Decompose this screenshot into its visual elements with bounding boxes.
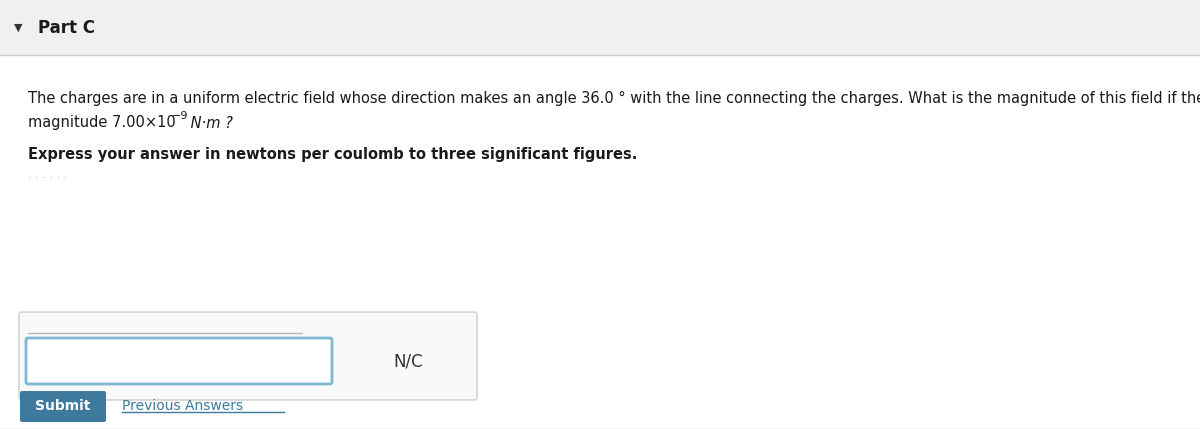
Text: magnitude 7.00×10: magnitude 7.00×10 xyxy=(28,115,175,130)
Text: Part C: Part C xyxy=(38,19,95,37)
FancyBboxPatch shape xyxy=(20,391,106,422)
FancyBboxPatch shape xyxy=(19,312,478,400)
Text: N/C: N/C xyxy=(394,352,422,370)
Text: Submit: Submit xyxy=(35,399,91,413)
Text: The charges are in a uniform electric field whose direction makes an angle 36.0 : The charges are in a uniform electric fi… xyxy=(28,91,1200,106)
FancyBboxPatch shape xyxy=(26,338,332,384)
FancyBboxPatch shape xyxy=(0,55,1200,429)
Text: Previous Answers: Previous Answers xyxy=(122,399,244,413)
Text: N·m ?: N·m ? xyxy=(186,115,233,130)
Text: · · · · · ·: · · · · · · xyxy=(28,173,67,183)
Text: −9: −9 xyxy=(172,111,188,121)
Text: Express your answer in newtons per coulomb to three significant figures.: Express your answer in newtons per coulo… xyxy=(28,148,637,163)
FancyBboxPatch shape xyxy=(0,0,1200,55)
Text: ▼: ▼ xyxy=(13,23,23,33)
